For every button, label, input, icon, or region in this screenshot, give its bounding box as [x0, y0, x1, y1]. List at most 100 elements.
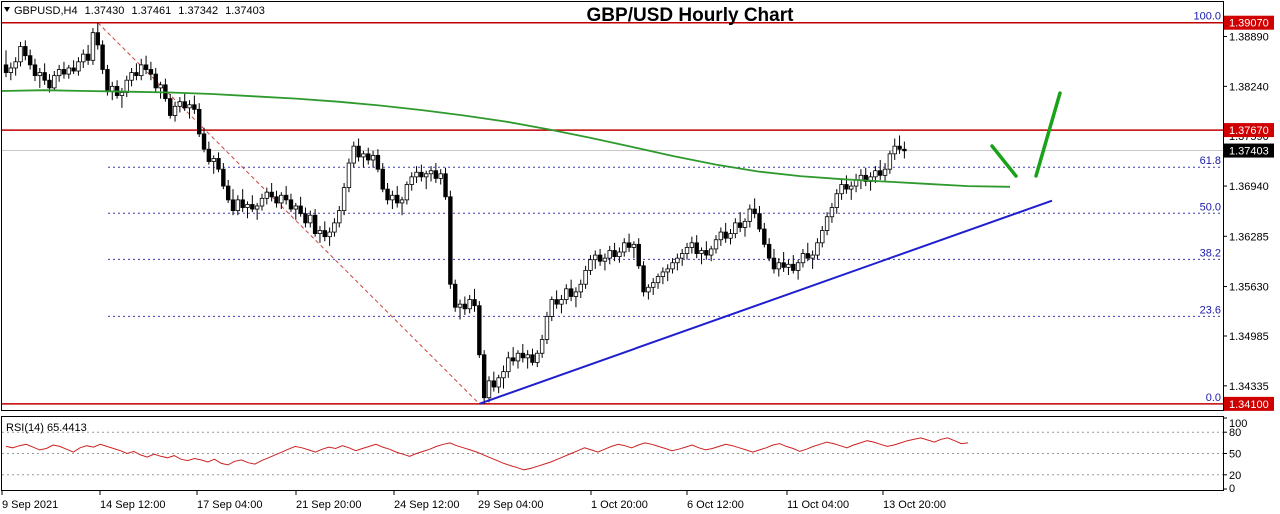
candle [655, 273, 661, 289]
candle [481, 350, 487, 404]
candle [235, 195, 241, 216]
candle [201, 127, 207, 153]
candle [878, 159, 883, 180]
candle [182, 92, 187, 111]
current-price-label: 1.37403 [1229, 146, 1269, 158]
candle [225, 179, 231, 203]
candle [520, 344, 526, 363]
candle [684, 242, 690, 260]
fib-level-label: 100.0 [1193, 11, 1221, 23]
main-pane-border [1, 1, 1224, 411]
candle [824, 212, 830, 236]
candle [723, 222, 728, 243]
candle [472, 288, 477, 312]
candle [510, 347, 516, 366]
candle [675, 253, 680, 271]
price-tick-label: 1.38890 [1229, 32, 1269, 44]
fib-level-label: 0.0 [1206, 392, 1221, 404]
rising-trend-line [479, 199, 1053, 405]
fib-level-label: 61.8 [1200, 155, 1221, 167]
symbol-dropdown-icon[interactable] [4, 7, 10, 12]
candle [317, 225, 323, 243]
time-tick-label: 24 Sep 12:00 [394, 499, 459, 511]
price-tick-label: 1.34335 [1229, 381, 1269, 393]
candle [37, 67, 43, 88]
candle [385, 182, 390, 205]
candle [834, 189, 839, 214]
candle [129, 67, 134, 87]
candle [704, 241, 709, 260]
candle [139, 58, 144, 81]
candle [172, 101, 178, 122]
candle [564, 284, 569, 305]
candle [617, 247, 622, 263]
candle [694, 235, 699, 259]
candle [283, 186, 289, 205]
candle [530, 348, 535, 366]
candle [573, 287, 579, 308]
candle [766, 238, 772, 262]
candle [568, 279, 574, 302]
candle [216, 152, 221, 173]
candle [496, 374, 501, 394]
candle [230, 189, 236, 216]
candle [250, 195, 255, 213]
candle [428, 166, 434, 182]
candle [839, 178, 844, 200]
candle [525, 350, 530, 369]
candle [245, 201, 250, 219]
candle [462, 296, 468, 315]
rsi-tick-label: 50 [1229, 449, 1241, 461]
candle [501, 365, 506, 389]
candle [554, 290, 559, 309]
candlesticks [3, 22, 907, 404]
candle [612, 242, 617, 262]
candle [366, 147, 371, 165]
candle [390, 190, 395, 210]
candle [153, 67, 158, 93]
candle [737, 212, 743, 233]
candle [602, 253, 608, 271]
candle [665, 264, 670, 282]
candle [293, 202, 298, 220]
candle [52, 71, 57, 91]
candle [448, 190, 453, 289]
candle [457, 299, 463, 320]
candle [786, 259, 791, 276]
candle [651, 278, 656, 295]
candle [143, 55, 149, 75]
candle [259, 193, 265, 211]
candle [424, 170, 429, 190]
candle [395, 186, 400, 208]
candle [134, 63, 139, 81]
candle [298, 196, 303, 217]
time-tick-label: 6 Oct 12:00 [687, 499, 744, 511]
candle [370, 150, 376, 168]
candle [863, 167, 868, 187]
candle [375, 149, 381, 173]
candle [327, 227, 332, 246]
fib-level-label: 50.0 [1200, 201, 1221, 213]
candle [631, 241, 637, 259]
candle [742, 218, 748, 237]
candle [322, 221, 327, 242]
candle [27, 49, 33, 70]
candle [404, 181, 410, 205]
symbol-header: GBPUSD,H4 1.37430 1.37461 1.37342 1.3740… [14, 5, 265, 17]
candle [588, 255, 593, 276]
candle [607, 245, 612, 265]
price-tick-label: 1.38240 [1229, 81, 1269, 93]
candle [356, 138, 361, 162]
candle [622, 238, 627, 257]
resistance-lines [2, 21, 1223, 405]
time-axis: 9 Sep 2021 14 Sep 12:00 17 Sep 04:00 21 Sep… [1, 490, 946, 511]
candle [196, 103, 202, 137]
candle [346, 158, 352, 193]
fibonacci-levels: 100.0 61.8 50.0 38.2 23.6 0.0 [108, 11, 1223, 404]
candle [515, 350, 521, 369]
candle [13, 57, 18, 76]
candle [240, 189, 245, 213]
candle [597, 248, 603, 266]
